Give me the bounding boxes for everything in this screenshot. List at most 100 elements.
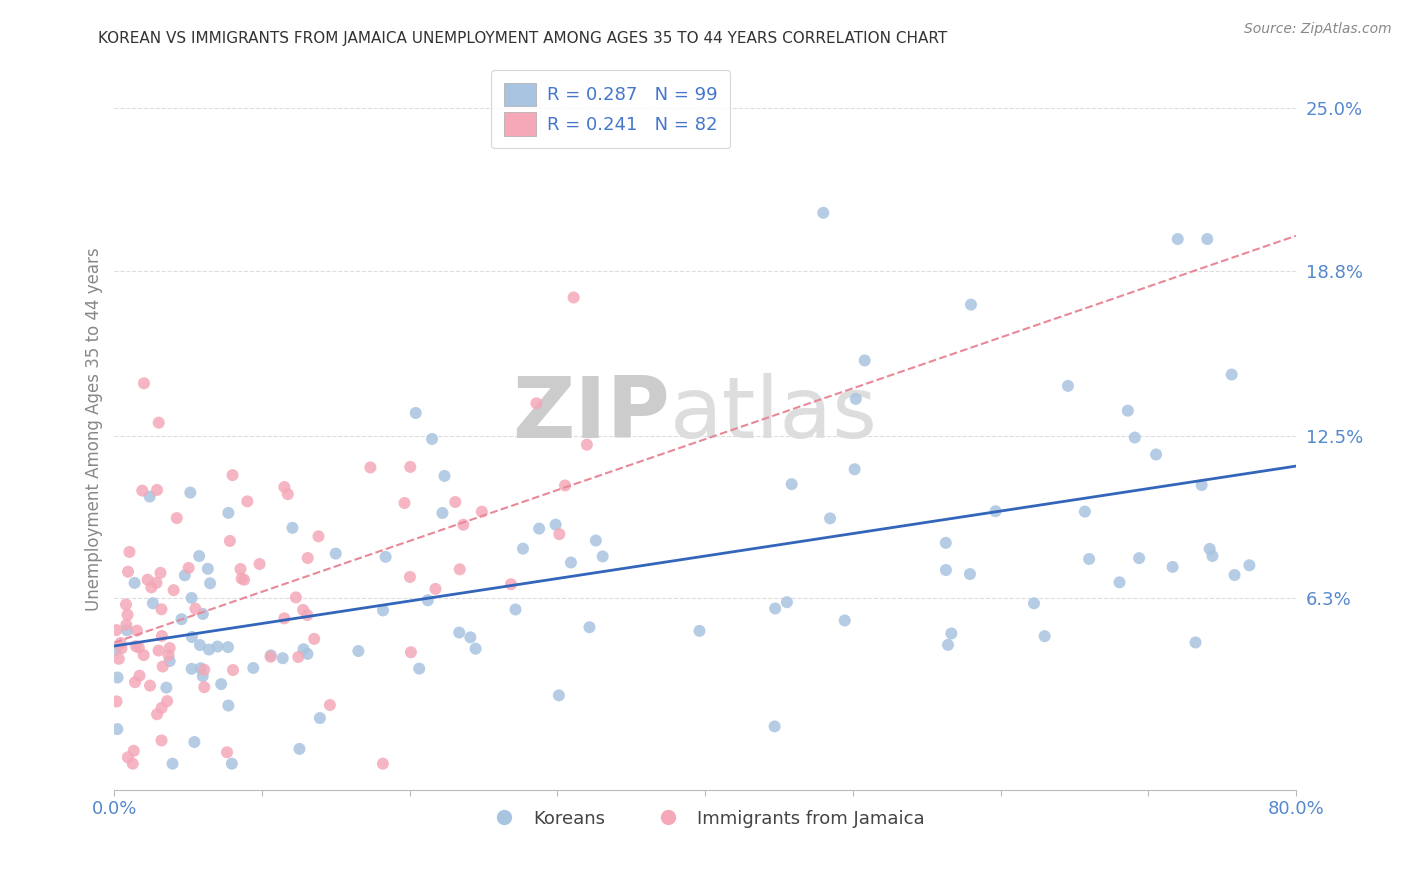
Point xyxy=(371,603,394,617)
Point xyxy=(148,416,170,430)
Point xyxy=(1161,560,1184,574)
Point xyxy=(1220,368,1243,382)
Point xyxy=(1197,232,1219,246)
Point xyxy=(150,629,173,643)
Point xyxy=(420,432,443,446)
Point xyxy=(297,608,319,623)
Point xyxy=(124,575,146,590)
Point xyxy=(562,290,585,304)
Point xyxy=(190,661,212,675)
Point xyxy=(287,650,309,665)
Point xyxy=(229,562,252,576)
Point xyxy=(170,612,193,626)
Point xyxy=(399,459,422,474)
Text: atlas: atlas xyxy=(669,373,877,457)
Point xyxy=(834,614,856,628)
Point xyxy=(1198,541,1220,556)
Point xyxy=(125,639,148,653)
Point xyxy=(471,505,494,519)
Point xyxy=(281,521,304,535)
Point xyxy=(499,577,522,591)
Point xyxy=(325,547,347,561)
Point xyxy=(526,396,548,410)
Point xyxy=(464,641,486,656)
Point xyxy=(217,698,239,713)
Point xyxy=(432,506,454,520)
Point xyxy=(183,735,205,749)
Y-axis label: Unemployment Among Ages 35 to 44 years: Unemployment Among Ages 35 to 44 years xyxy=(86,247,103,611)
Point xyxy=(222,663,245,677)
Point xyxy=(813,206,835,220)
Point xyxy=(217,506,239,520)
Point xyxy=(575,438,598,452)
Point xyxy=(936,638,959,652)
Point xyxy=(1144,448,1167,462)
Point xyxy=(776,595,799,609)
Point xyxy=(118,545,141,559)
Point xyxy=(935,563,957,577)
Point xyxy=(141,581,163,595)
Point xyxy=(132,648,155,662)
Point xyxy=(184,601,207,615)
Point xyxy=(131,483,153,498)
Point xyxy=(399,570,422,584)
Point xyxy=(150,701,173,715)
Point xyxy=(197,562,219,576)
Point xyxy=(960,297,983,311)
Point xyxy=(935,536,957,550)
Point xyxy=(1201,549,1223,563)
Point xyxy=(1167,232,1189,246)
Point xyxy=(1239,558,1261,573)
Point xyxy=(1022,596,1045,610)
Point xyxy=(359,460,381,475)
Point xyxy=(1128,551,1150,566)
Point xyxy=(121,756,143,771)
Point xyxy=(124,675,146,690)
Point xyxy=(148,643,170,657)
Point xyxy=(191,669,214,683)
Point xyxy=(105,722,128,736)
Point xyxy=(309,711,332,725)
Point xyxy=(198,642,221,657)
Point xyxy=(115,617,138,632)
Point xyxy=(162,756,184,771)
Point xyxy=(271,651,294,665)
Point xyxy=(460,631,482,645)
Point xyxy=(207,640,229,654)
Point xyxy=(592,549,614,564)
Point xyxy=(984,504,1007,518)
Point xyxy=(505,602,527,616)
Point xyxy=(219,533,242,548)
Point xyxy=(193,680,215,694)
Point xyxy=(416,593,439,607)
Point xyxy=(1057,379,1080,393)
Point xyxy=(1116,403,1139,417)
Point xyxy=(166,511,188,525)
Point xyxy=(302,632,325,646)
Point xyxy=(107,652,129,666)
Point xyxy=(548,527,571,541)
Point xyxy=(150,602,173,616)
Point xyxy=(374,549,396,564)
Point xyxy=(233,573,256,587)
Point xyxy=(273,480,295,494)
Point xyxy=(453,517,475,532)
Point xyxy=(142,596,165,610)
Point xyxy=(128,640,150,655)
Point xyxy=(105,694,128,708)
Point xyxy=(818,511,841,525)
Point xyxy=(107,671,129,685)
Point xyxy=(959,567,981,582)
Text: KOREAN VS IMMIGRANTS FROM JAMAICA UNEMPLOYMENT AMONG AGES 35 TO 44 YEARS CORRELA: KOREAN VS IMMIGRANTS FROM JAMAICA UNEMPL… xyxy=(98,31,948,46)
Point xyxy=(159,640,181,655)
Point xyxy=(236,494,259,508)
Point xyxy=(150,733,173,747)
Point xyxy=(180,591,202,605)
Point xyxy=(179,485,201,500)
Point xyxy=(844,462,866,476)
Point xyxy=(512,541,534,556)
Point xyxy=(209,677,232,691)
Point xyxy=(242,661,264,675)
Point xyxy=(547,689,569,703)
Point xyxy=(198,576,221,591)
